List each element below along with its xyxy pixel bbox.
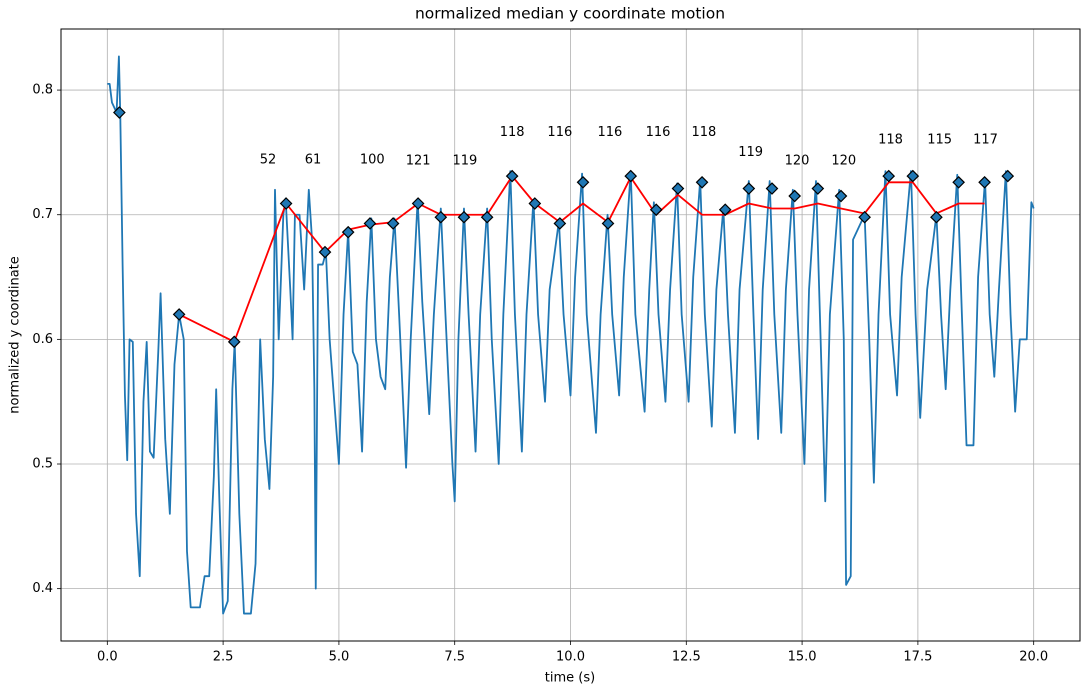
y-tick-label: 0.6 — [32, 332, 53, 347]
marker — [363, 217, 377, 230]
annotation: 61 — [305, 152, 322, 167]
y-tick-label: 0.4 — [32, 581, 53, 596]
annotation: 115 — [927, 132, 952, 147]
annotation: 118 — [878, 132, 903, 147]
marker — [742, 182, 756, 195]
annotation: 118 — [500, 125, 525, 140]
marker — [1001, 169, 1015, 183]
marker — [930, 210, 943, 224]
marker — [411, 197, 425, 210]
marker — [113, 106, 126, 119]
x-tick-label: 2.5 — [213, 650, 234, 665]
x-tick-label: 0.0 — [97, 650, 118, 665]
marker — [649, 203, 663, 217]
marker — [718, 203, 732, 217]
y-tick-label: 0.7 — [32, 207, 53, 222]
annotation: 119 — [452, 154, 477, 169]
annotation: 120 — [785, 154, 810, 169]
marker — [858, 210, 871, 224]
marker — [553, 217, 567, 230]
marker — [341, 225, 355, 239]
annotation: 118 — [691, 125, 716, 140]
annotation: 116 — [597, 125, 622, 140]
marker — [952, 175, 965, 189]
y-tick-label: 0.8 — [32, 83, 53, 98]
marker — [671, 182, 685, 195]
x-tick-label: 7.5 — [444, 650, 465, 665]
marker — [318, 245, 332, 259]
annotation: 116 — [646, 125, 671, 140]
chart-title: normalized median y coordinate motion — [415, 5, 725, 23]
marker — [978, 175, 991, 189]
x-tick-label: 17.5 — [903, 650, 932, 665]
x-tick-label: 10.0 — [556, 650, 585, 665]
grid — [61, 29, 1080, 641]
annotation: 117 — [973, 132, 998, 147]
marker — [811, 182, 825, 195]
data-line — [107, 55, 1035, 615]
annotation: 52 — [260, 152, 277, 167]
x-tick-label: 5.0 — [329, 650, 350, 665]
data-line — [178, 175, 985, 343]
marker — [788, 189, 802, 203]
marker — [279, 197, 293, 210]
marker — [386, 217, 400, 230]
marker — [480, 210, 494, 224]
marker — [695, 175, 709, 189]
marker — [906, 169, 920, 183]
x-tick-label: 20.0 — [1019, 650, 1048, 665]
x-tick-label: 12.5 — [672, 650, 701, 665]
marker — [576, 175, 590, 189]
plot-frame — [60, 28, 1081, 642]
annotation: 100 — [360, 152, 385, 167]
marker — [172, 308, 186, 321]
x-axis-label: time (s) — [545, 671, 595, 686]
marker — [624, 169, 638, 183]
y-tick-label: 0.5 — [32, 457, 53, 472]
marker — [834, 189, 848, 203]
marker — [765, 182, 779, 195]
marker — [434, 210, 448, 224]
x-tick-label: 15.0 — [788, 650, 817, 665]
y-axis-label: normalized y coordinate — [8, 256, 23, 414]
annotation: 120 — [831, 154, 856, 169]
marker — [227, 335, 241, 349]
marker — [528, 197, 542, 210]
marker — [601, 217, 615, 230]
annotation: 121 — [406, 154, 431, 169]
annotation: 119 — [738, 145, 763, 160]
marker — [882, 169, 896, 183]
marker — [505, 169, 519, 183]
marker — [457, 210, 471, 224]
annotation: 116 — [547, 125, 572, 140]
